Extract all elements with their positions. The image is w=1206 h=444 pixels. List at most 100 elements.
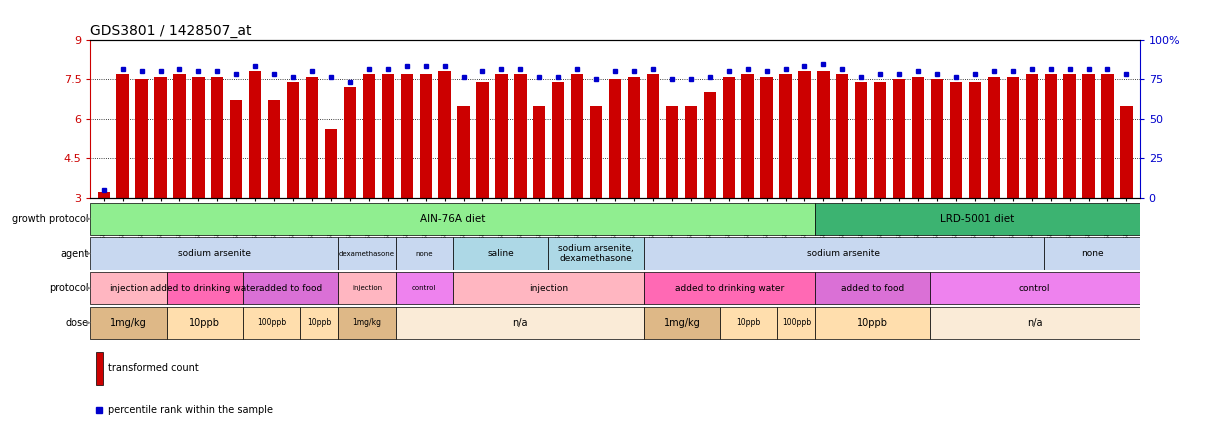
- Bar: [836, 74, 849, 198]
- Bar: [396, 238, 453, 270]
- Text: GDS3801 / 1428507_at: GDS3801 / 1428507_at: [90, 24, 252, 38]
- Bar: [117, 74, 129, 198]
- Bar: [552, 82, 564, 198]
- Text: 10ppb: 10ppb: [308, 318, 332, 327]
- Text: added to drinking water: added to drinking water: [151, 284, 259, 293]
- Bar: [930, 272, 1140, 304]
- Text: 10ppb: 10ppb: [737, 318, 761, 327]
- Text: none: none: [416, 250, 433, 257]
- Text: agent: agent: [60, 249, 88, 258]
- Bar: [912, 77, 924, 198]
- Text: n/a: n/a: [1028, 318, 1042, 328]
- Text: AIN-76A diet: AIN-76A diet: [420, 214, 486, 224]
- Bar: [174, 74, 186, 198]
- Bar: [1082, 74, 1095, 198]
- Text: injection: injection: [528, 284, 568, 293]
- Bar: [211, 77, 223, 198]
- Bar: [396, 272, 453, 304]
- Text: added to food: added to food: [259, 284, 322, 293]
- Bar: [514, 74, 527, 198]
- Bar: [1120, 106, 1132, 198]
- Bar: [230, 100, 242, 198]
- Bar: [457, 106, 469, 198]
- Bar: [855, 82, 867, 198]
- Bar: [90, 272, 166, 304]
- Text: 1mg/kg: 1mg/kg: [663, 318, 701, 328]
- Text: 1mg/kg: 1mg/kg: [352, 318, 381, 327]
- Bar: [287, 82, 299, 198]
- Text: 10ppb: 10ppb: [857, 318, 888, 328]
- Bar: [628, 77, 640, 198]
- Bar: [874, 82, 886, 198]
- Text: injection: injection: [352, 285, 382, 291]
- Bar: [1044, 74, 1056, 198]
- Text: sodium arsenite: sodium arsenite: [178, 249, 251, 258]
- Bar: [590, 106, 602, 198]
- Text: added to food: added to food: [841, 284, 904, 293]
- Bar: [1101, 74, 1113, 198]
- Bar: [154, 77, 166, 198]
- Bar: [344, 87, 356, 198]
- Bar: [476, 82, 488, 198]
- Text: 1mg/kg: 1mg/kg: [110, 318, 147, 328]
- Text: growth protocol: growth protocol: [12, 214, 88, 224]
- Bar: [1025, 74, 1038, 198]
- Bar: [666, 106, 678, 198]
- Bar: [685, 106, 697, 198]
- Text: control: control: [412, 285, 437, 291]
- Bar: [720, 307, 777, 339]
- Bar: [644, 238, 1044, 270]
- Bar: [779, 74, 791, 198]
- Bar: [988, 77, 1000, 198]
- Bar: [250, 71, 262, 198]
- Bar: [798, 71, 810, 198]
- Bar: [1064, 74, 1076, 198]
- Bar: [300, 307, 339, 339]
- Bar: [1007, 77, 1019, 198]
- Text: 10ppb: 10ppb: [189, 318, 221, 328]
- Bar: [306, 77, 318, 198]
- Bar: [761, 77, 773, 198]
- Text: 100ppb: 100ppb: [781, 318, 810, 327]
- Text: control: control: [1019, 284, 1050, 293]
- Text: saline: saline: [487, 249, 514, 258]
- Bar: [968, 82, 980, 198]
- Bar: [90, 203, 815, 235]
- Bar: [400, 74, 412, 198]
- Bar: [98, 192, 110, 198]
- Bar: [533, 106, 545, 198]
- Text: dexamethasone: dexamethasone: [339, 250, 396, 257]
- Text: transformed count: transformed count: [107, 363, 198, 373]
- Bar: [453, 272, 644, 304]
- Bar: [339, 272, 396, 304]
- Bar: [646, 74, 660, 198]
- Bar: [644, 307, 720, 339]
- Bar: [644, 272, 815, 304]
- Text: injection: injection: [109, 284, 148, 293]
- Text: LRD-5001 diet: LRD-5001 diet: [941, 214, 1014, 224]
- Bar: [892, 79, 906, 198]
- Bar: [363, 74, 375, 198]
- Bar: [742, 74, 754, 198]
- Bar: [381, 74, 394, 198]
- Bar: [96, 352, 103, 385]
- Bar: [339, 238, 396, 270]
- Bar: [549, 238, 644, 270]
- Bar: [930, 307, 1140, 339]
- Bar: [324, 129, 338, 198]
- Bar: [339, 307, 396, 339]
- Bar: [268, 100, 280, 198]
- Bar: [815, 203, 1140, 235]
- Text: sodium arsenite,
dexamethasone: sodium arsenite, dexamethasone: [558, 244, 634, 263]
- Bar: [420, 74, 432, 198]
- Bar: [166, 272, 244, 304]
- Bar: [192, 77, 205, 198]
- Text: 100ppb: 100ppb: [257, 318, 286, 327]
- Bar: [818, 71, 830, 198]
- Bar: [135, 79, 148, 198]
- Bar: [703, 92, 716, 198]
- Text: sodium arsenite: sodium arsenite: [808, 249, 880, 258]
- Bar: [496, 74, 508, 198]
- Bar: [609, 79, 621, 198]
- Bar: [244, 272, 339, 304]
